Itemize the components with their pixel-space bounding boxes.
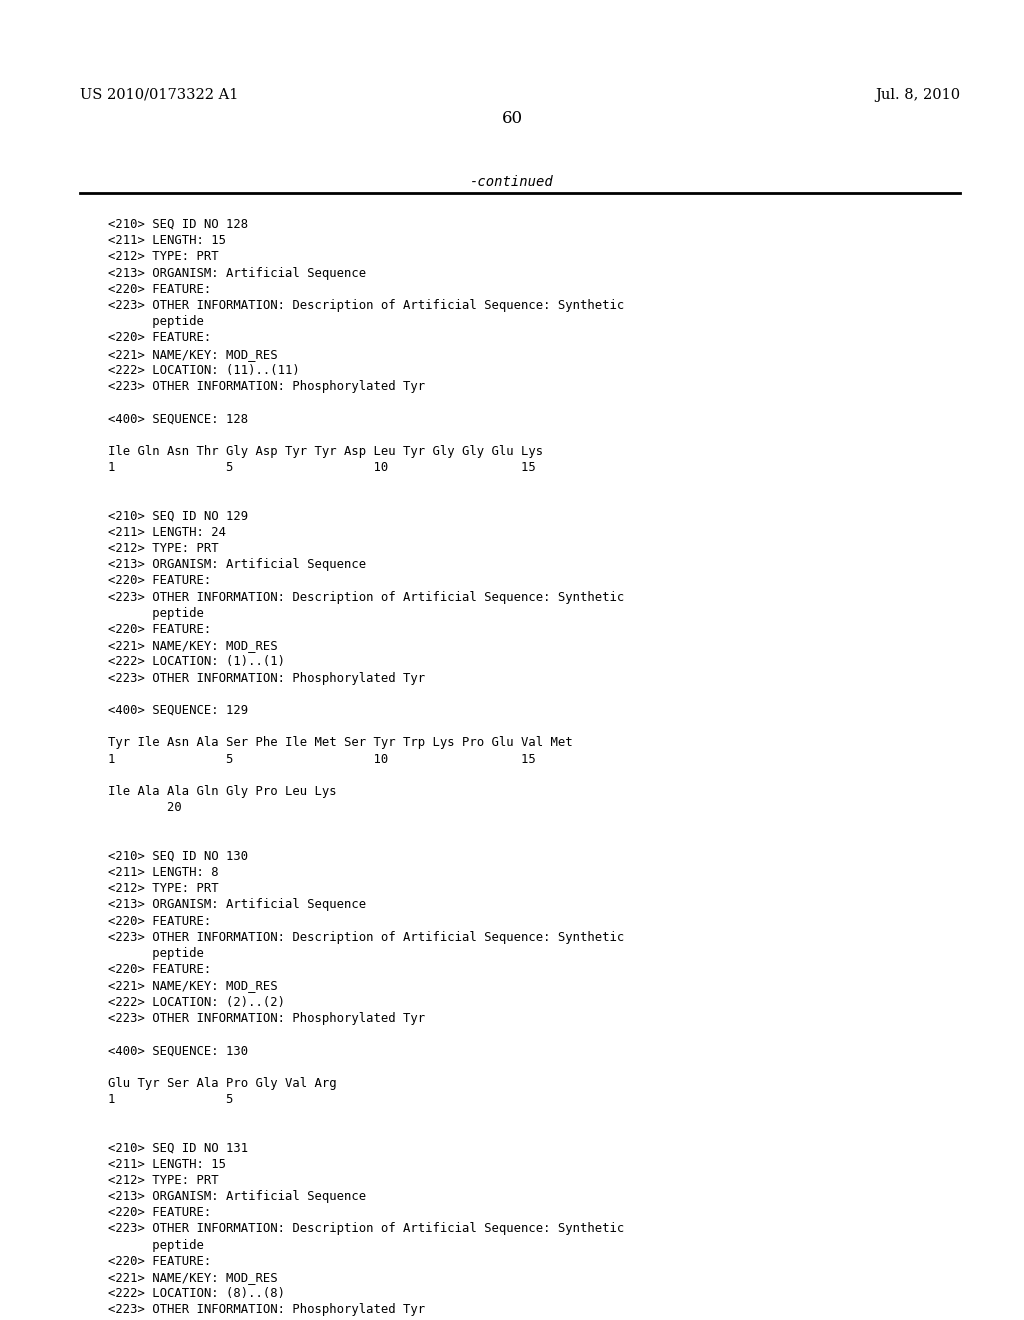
Text: <223> OTHER INFORMATION: Phosphorylated Tyr: <223> OTHER INFORMATION: Phosphorylated … (108, 672, 425, 685)
Text: <221> NAME/KEY: MOD_RES: <221> NAME/KEY: MOD_RES (108, 639, 278, 652)
Text: <212> TYPE: PRT: <212> TYPE: PRT (108, 882, 219, 895)
Text: <220> FEATURE:: <220> FEATURE: (108, 964, 211, 977)
Text: <221> NAME/KEY: MOD_RES: <221> NAME/KEY: MOD_RES (108, 1271, 278, 1284)
Text: <220> FEATURE:: <220> FEATURE: (108, 1206, 211, 1220)
Text: <400> SEQUENCE: 130: <400> SEQUENCE: 130 (108, 1044, 248, 1057)
Text: 1               5                   10                  15: 1 5 10 15 (108, 752, 536, 766)
Text: <220> FEATURE:: <220> FEATURE: (108, 623, 211, 636)
Text: <213> ORGANISM: Artificial Sequence: <213> ORGANISM: Artificial Sequence (108, 1191, 367, 1203)
Text: 1               5                   10                  15: 1 5 10 15 (108, 461, 536, 474)
Text: <213> ORGANISM: Artificial Sequence: <213> ORGANISM: Artificial Sequence (108, 267, 367, 280)
Text: <223> OTHER INFORMATION: Description of Artificial Sequence: Synthetic: <223> OTHER INFORMATION: Description of … (108, 1222, 625, 1236)
Text: <220> FEATURE:: <220> FEATURE: (108, 574, 211, 587)
Text: Jul. 8, 2010: Jul. 8, 2010 (874, 88, 961, 102)
Text: <211> LENGTH: 24: <211> LENGTH: 24 (108, 525, 226, 539)
Text: <210> SEQ ID NO 131: <210> SEQ ID NO 131 (108, 1142, 248, 1155)
Text: <220> FEATURE:: <220> FEATURE: (108, 282, 211, 296)
Text: <212> TYPE: PRT: <212> TYPE: PRT (108, 1173, 219, 1187)
Text: <221> NAME/KEY: MOD_RES: <221> NAME/KEY: MOD_RES (108, 347, 278, 360)
Text: <212> TYPE: PRT: <212> TYPE: PRT (108, 251, 219, 264)
Text: <222> LOCATION: (1)..(1): <222> LOCATION: (1)..(1) (108, 656, 285, 668)
Text: <221> NAME/KEY: MOD_RES: <221> NAME/KEY: MOD_RES (108, 979, 278, 993)
Text: <400> SEQUENCE: 129: <400> SEQUENCE: 129 (108, 704, 248, 717)
Text: <223> OTHER INFORMATION: Phosphorylated Tyr: <223> OTHER INFORMATION: Phosphorylated … (108, 1012, 425, 1024)
Text: 1               5: 1 5 (108, 1093, 233, 1106)
Text: -continued: -continued (470, 176, 554, 189)
Text: <213> ORGANISM: Artificial Sequence: <213> ORGANISM: Artificial Sequence (108, 899, 367, 911)
Text: <210> SEQ ID NO 129: <210> SEQ ID NO 129 (108, 510, 248, 523)
Text: Tyr Ile Asn Ala Ser Phe Ile Met Ser Tyr Trp Lys Pro Glu Val Met: Tyr Ile Asn Ala Ser Phe Ile Met Ser Tyr … (108, 737, 572, 750)
Text: <211> LENGTH: 15: <211> LENGTH: 15 (108, 1158, 226, 1171)
Text: <211> LENGTH: 8: <211> LENGTH: 8 (108, 866, 219, 879)
Text: peptide: peptide (108, 315, 204, 329)
Text: <220> FEATURE:: <220> FEATURE: (108, 915, 211, 928)
Text: <213> ORGANISM: Artificial Sequence: <213> ORGANISM: Artificial Sequence (108, 558, 367, 572)
Text: <210> SEQ ID NO 128: <210> SEQ ID NO 128 (108, 218, 248, 231)
Text: <220> FEATURE:: <220> FEATURE: (108, 1255, 211, 1267)
Text: <223> OTHER INFORMATION: Phosphorylated Tyr: <223> OTHER INFORMATION: Phosphorylated … (108, 1303, 425, 1316)
Text: <223> OTHER INFORMATION: Phosphorylated Tyr: <223> OTHER INFORMATION: Phosphorylated … (108, 380, 425, 393)
Text: <222> LOCATION: (8)..(8): <222> LOCATION: (8)..(8) (108, 1287, 285, 1300)
Text: <222> LOCATION: (11)..(11): <222> LOCATION: (11)..(11) (108, 364, 300, 376)
Text: <211> LENGTH: 15: <211> LENGTH: 15 (108, 234, 226, 247)
Text: peptide: peptide (108, 607, 204, 620)
Text: US 2010/0173322 A1: US 2010/0173322 A1 (80, 88, 239, 102)
Text: Glu Tyr Ser Ala Pro Gly Val Arg: Glu Tyr Ser Ala Pro Gly Val Arg (108, 1077, 337, 1089)
Text: <220> FEATURE:: <220> FEATURE: (108, 331, 211, 345)
Text: peptide: peptide (108, 946, 204, 960)
Text: <212> TYPE: PRT: <212> TYPE: PRT (108, 543, 219, 554)
Text: <223> OTHER INFORMATION: Description of Artificial Sequence: Synthetic: <223> OTHER INFORMATION: Description of … (108, 300, 625, 312)
Text: <222> LOCATION: (2)..(2): <222> LOCATION: (2)..(2) (108, 995, 285, 1008)
Text: <223> OTHER INFORMATION: Description of Artificial Sequence: Synthetic: <223> OTHER INFORMATION: Description of … (108, 590, 625, 603)
Text: Ile Ala Ala Gln Gly Pro Leu Lys: Ile Ala Ala Gln Gly Pro Leu Lys (108, 785, 337, 799)
Text: <400> SEQUENCE: 128: <400> SEQUENCE: 128 (108, 412, 248, 425)
Text: <223> OTHER INFORMATION: Description of Artificial Sequence: Synthetic: <223> OTHER INFORMATION: Description of … (108, 931, 625, 944)
Text: 20: 20 (108, 801, 181, 814)
Text: <210> SEQ ID NO 130: <210> SEQ ID NO 130 (108, 850, 248, 863)
Text: peptide: peptide (108, 1238, 204, 1251)
Text: 60: 60 (502, 110, 522, 127)
Text: Ile Gln Asn Thr Gly Asp Tyr Tyr Asp Leu Tyr Gly Gly Glu Lys: Ile Gln Asn Thr Gly Asp Tyr Tyr Asp Leu … (108, 445, 543, 458)
